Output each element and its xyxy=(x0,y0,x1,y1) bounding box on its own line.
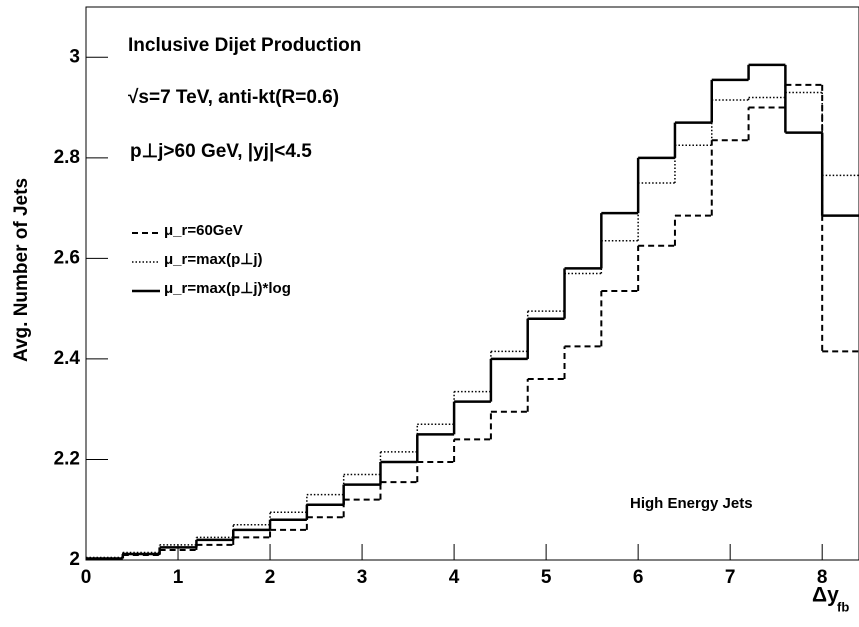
x-tick-label: 1 xyxy=(173,567,184,588)
annotation: p⊥j>60 GeV, |yj|<4.5 xyxy=(130,141,312,162)
legend-label: μ_r=60GeV xyxy=(164,222,243,239)
x-axis-label: Δy xyxy=(812,584,839,607)
legend-label: μ_r=max(p⊥j) xyxy=(164,251,263,268)
x-tick-label: 3 xyxy=(357,567,368,588)
legend-label: μ_r=max(p⊥j)*log xyxy=(164,280,291,297)
x-tick-label: 4 xyxy=(449,567,460,588)
annotation: √s=7 TeV, anti-kt(R=0.6) xyxy=(128,87,339,108)
annotation: High Energy Jets xyxy=(630,495,753,512)
x-tick-label: 8 xyxy=(817,567,828,588)
y-tick-label: 2 xyxy=(69,549,80,570)
x-tick-label: 6 xyxy=(633,567,644,588)
x-axis-label-sub: fb xyxy=(837,599,849,614)
x-tick-label: 5 xyxy=(541,567,552,588)
y-tick-label: 3 xyxy=(69,46,80,67)
y-tick-label: 2.4 xyxy=(54,348,81,369)
y-tick-label: 2.8 xyxy=(54,147,80,168)
plot-frame xyxy=(85,6,859,561)
y-axis-label: Avg. Number of Jets xyxy=(11,178,32,362)
y-tick-label: 2.2 xyxy=(54,448,80,469)
x-tick-label: 2 xyxy=(265,567,276,588)
x-tick-label: 0 xyxy=(81,567,92,588)
y-tick-label: 2.6 xyxy=(54,247,80,268)
annotation: Inclusive Dijet Production xyxy=(128,35,361,56)
x-tick-label: 7 xyxy=(725,567,736,588)
